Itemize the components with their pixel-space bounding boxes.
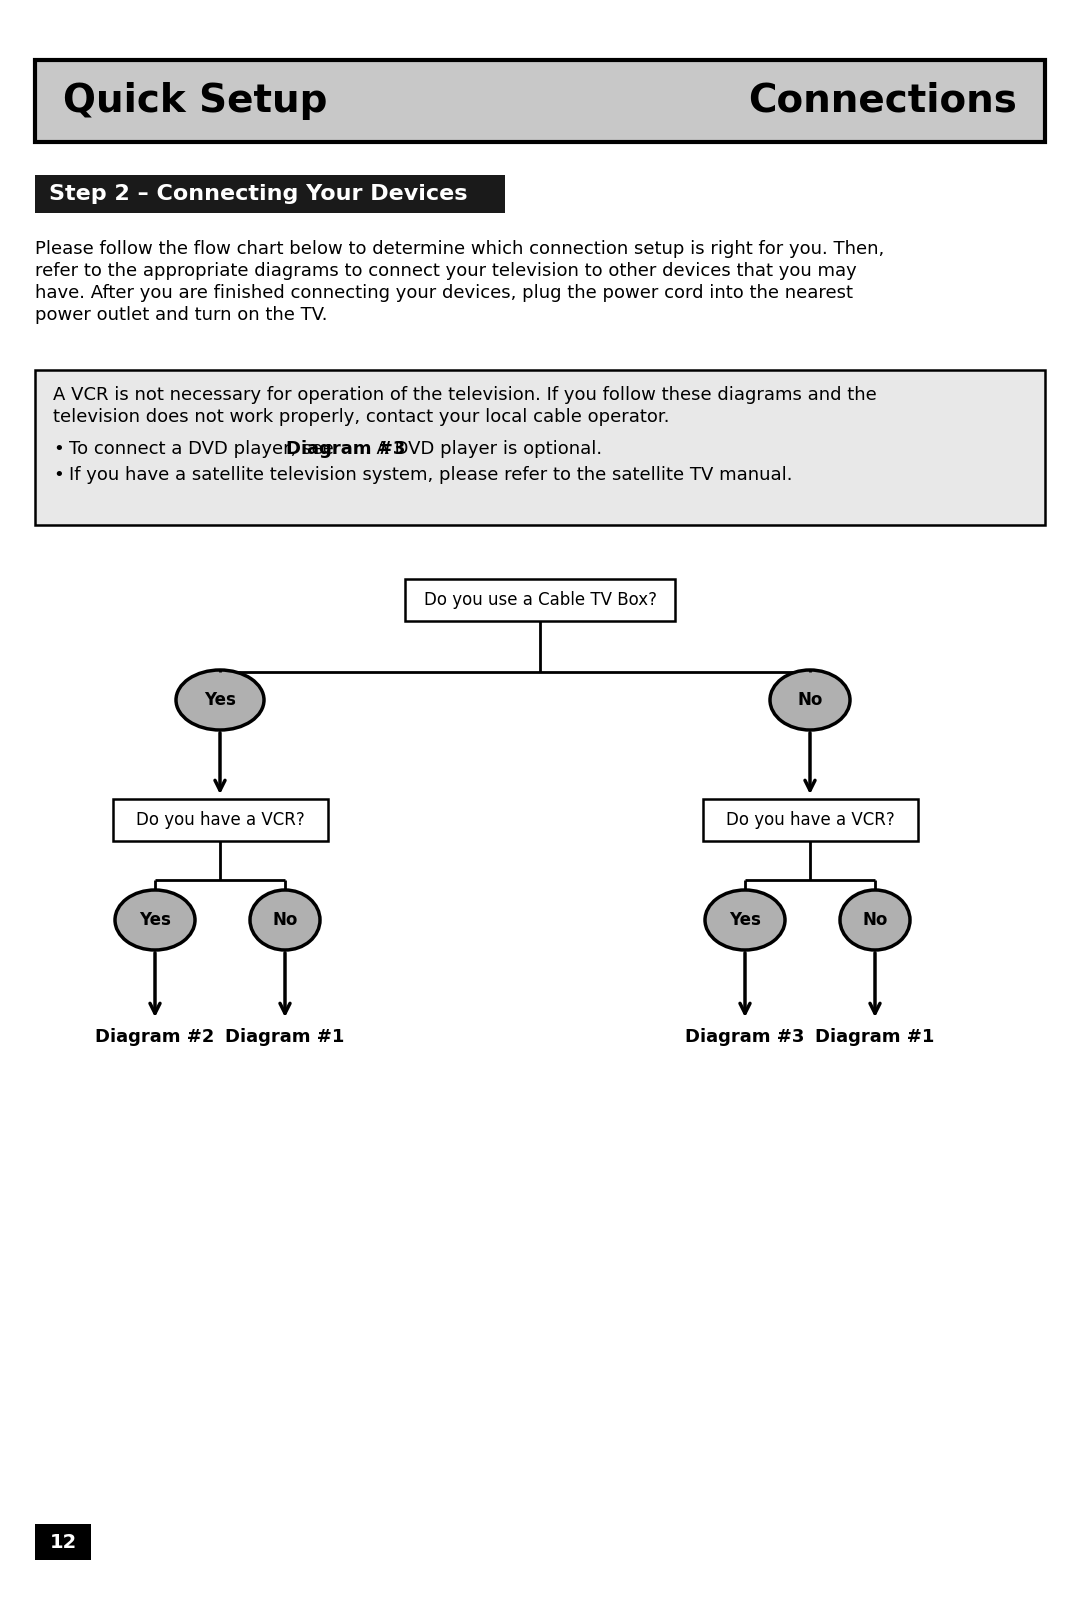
Text: If you have a satellite television system, please refer to the satellite TV manu: If you have a satellite television syste… <box>69 467 793 484</box>
Text: A VCR is not necessary for operation of the television. If you follow these diag: A VCR is not necessary for operation of … <box>53 387 877 404</box>
Text: Yes: Yes <box>729 911 761 929</box>
Text: Please follow the flow chart below to determine which connection setup is right : Please follow the flow chart below to de… <box>35 241 885 258</box>
Bar <box>35 175 505 213</box>
Text: refer to the appropriate diagrams to connect your television to other devices th: refer to the appropriate diagrams to con… <box>35 261 856 281</box>
Bar <box>405 579 675 621</box>
Text: To connect a DVD player, see: To connect a DVD player, see <box>69 439 339 459</box>
Ellipse shape <box>705 890 785 950</box>
Text: •: • <box>53 467 64 484</box>
Ellipse shape <box>840 890 910 950</box>
Text: Connections: Connections <box>748 82 1017 120</box>
Text: Do you have a VCR?: Do you have a VCR? <box>136 812 305 829</box>
Text: Do you have a VCR?: Do you have a VCR? <box>726 812 894 829</box>
Text: •: • <box>53 439 64 459</box>
Text: Yes: Yes <box>204 691 235 709</box>
Bar <box>35 1524 91 1561</box>
Ellipse shape <box>114 890 195 950</box>
Text: Do you use a Cable TV Box?: Do you use a Cable TV Box? <box>423 590 657 610</box>
Text: Diagram #2: Diagram #2 <box>95 1028 215 1046</box>
Text: power outlet and turn on the TV.: power outlet and turn on the TV. <box>35 306 327 324</box>
Ellipse shape <box>770 670 850 730</box>
Text: No: No <box>272 911 298 929</box>
Text: Diagram #1: Diagram #1 <box>815 1028 934 1046</box>
Ellipse shape <box>249 890 320 950</box>
Text: Yes: Yes <box>139 911 171 929</box>
Text: 12: 12 <box>50 1532 77 1551</box>
Text: No: No <box>797 691 823 709</box>
Text: Diagram #3: Diagram #3 <box>286 439 406 459</box>
Bar <box>35 371 1045 525</box>
Text: have. After you are finished connecting your devices, plug the power cord into t: have. After you are finished connecting … <box>35 284 853 302</box>
Text: Diagram #1: Diagram #1 <box>226 1028 345 1046</box>
Text: Step 2 – Connecting Your Devices: Step 2 – Connecting Your Devices <box>49 184 468 204</box>
Text: Diagram #3: Diagram #3 <box>686 1028 805 1046</box>
Text: . A DVD player is optional.: . A DVD player is optional. <box>365 439 603 459</box>
Text: Quick Setup: Quick Setup <box>63 82 327 120</box>
Text: No: No <box>862 911 888 929</box>
Bar <box>112 799 327 840</box>
Text: television does not work properly, contact your local cable operator.: television does not work properly, conta… <box>53 407 670 427</box>
Ellipse shape <box>176 670 264 730</box>
Bar <box>35 59 1045 143</box>
Bar <box>702 799 918 840</box>
